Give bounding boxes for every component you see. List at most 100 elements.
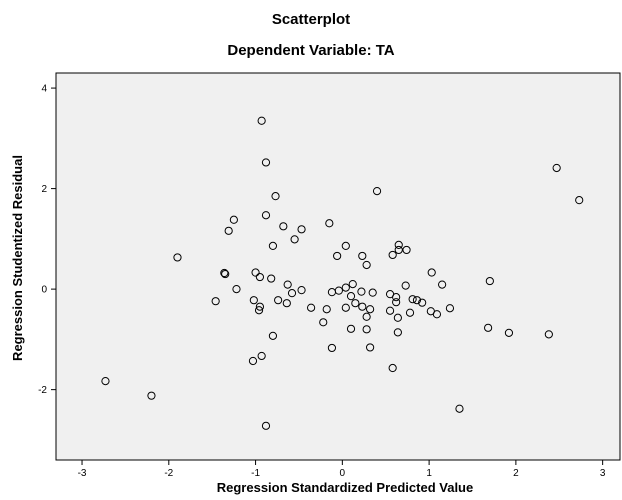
data-point [405,308,415,317]
data-point [101,376,110,386]
data-point [432,310,442,319]
data-point [290,235,299,244]
data-point [385,306,395,315]
data-point [362,260,371,270]
data-point [211,297,220,306]
data-point [394,240,403,249]
data-point [327,343,337,353]
x-axis-label: Regression Standardized Predicted Value [217,480,473,495]
data-point [346,292,356,301]
data-point [297,225,306,234]
y-tick-label: -2 [38,385,47,396]
data-point [575,196,584,205]
data-point [552,163,561,173]
data-point [388,250,397,260]
data-point [268,331,278,340]
data-point [232,285,241,294]
data-point [297,286,306,295]
x-tick-label: -3 [78,468,87,479]
data-point [224,226,233,235]
data-point [393,328,402,337]
data-point [485,276,494,286]
data-point [388,363,397,373]
data-point [251,268,260,277]
data-points [101,116,584,430]
data-point [366,305,375,314]
x-tick-label: 2 [513,468,519,479]
data-point [319,318,328,327]
x-axis-ticks: -3 -2 -1 0 1 2 3 [78,460,606,479]
plot-area [55,72,621,461]
data-point [418,298,427,307]
data-point [408,295,417,304]
data-point [307,303,316,312]
data-point [173,253,182,262]
data-point [249,296,258,305]
data-point [348,279,357,289]
data-point [357,287,366,296]
data-point [261,211,271,220]
data-point [362,325,371,334]
x-tick-label: 0 [340,468,346,479]
data-point [267,274,276,283]
data-point [229,215,238,224]
data-point [248,356,258,366]
data-point [282,299,291,308]
data-point [393,313,402,322]
data-point [392,293,401,302]
data-point [341,241,350,250]
data-point [358,251,367,261]
data-point [147,391,156,400]
data-point [287,289,297,298]
data-point [358,302,367,311]
data-point [544,330,553,339]
data-point [392,298,401,307]
data-point [254,306,264,315]
data-point [255,272,265,282]
data-point [438,280,447,289]
y-tick-label: 0 [41,285,47,296]
data-point [325,219,334,228]
data-point [372,187,382,196]
data-point [346,324,356,333]
x-tick-label: -2 [164,468,173,479]
data-point [341,283,350,292]
data-point [402,245,411,255]
data-point [366,343,375,352]
data-point [268,241,278,250]
data-point [427,268,436,277]
x-tick-label: 3 [600,468,606,479]
data-point [220,268,229,278]
data-point [455,404,464,413]
data-point [341,303,350,312]
data-point [255,302,265,311]
x-tick-label: -1 [251,468,260,479]
data-point [362,312,371,321]
data-point [412,296,422,305]
data-point [327,288,337,297]
chart-subtitle: Dependent Variable: TA [227,42,394,59]
chart-title: Scatterplot [272,11,350,28]
data-point [261,421,271,430]
y-axis-label: Regression Studentized Residual [10,155,25,361]
data-point [322,305,331,314]
data-point [279,222,288,231]
y-axis-ticks: -2 0 2 4 [38,84,56,396]
data-point [445,304,455,313]
data-point [368,288,377,297]
data-point [271,192,280,201]
data-point [274,296,283,305]
data-point [257,351,266,361]
data-point [221,269,230,279]
data-point [484,323,493,332]
data-point [261,158,271,167]
data-point [401,281,410,290]
data-point [504,328,514,337]
data-point [283,280,292,289]
data-point [257,116,266,125]
y-tick-label: 2 [41,184,47,195]
x-tick-label: 1 [426,468,432,479]
y-tick-label: 4 [41,84,47,95]
